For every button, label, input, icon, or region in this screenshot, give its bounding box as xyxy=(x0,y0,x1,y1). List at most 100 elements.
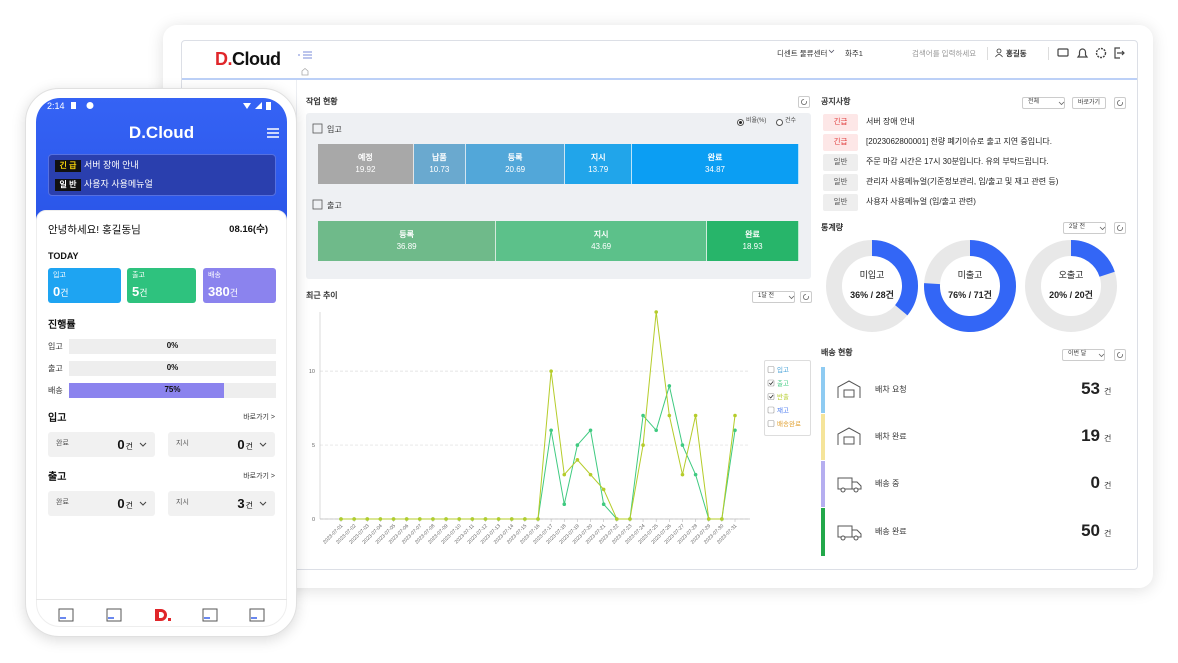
status-name: 배송 중 xyxy=(875,479,900,488)
segment-name: 예정 xyxy=(358,153,373,162)
count-unit: 건 xyxy=(125,442,133,451)
chart-legend xyxy=(764,360,811,436)
card-label: 입고 xyxy=(53,272,66,279)
progress-label: 배송 xyxy=(48,386,63,395)
count-unit: 건 xyxy=(245,442,253,451)
notice-tag: 일반 xyxy=(823,174,858,191)
segment-name: 납품 xyxy=(431,153,447,162)
notice-text[interactable]: 서버 장애 안내 xyxy=(84,160,139,170)
segment-value: 19.92 xyxy=(355,164,376,174)
header-sep xyxy=(987,47,988,60)
bar-segment: 완료 18.93 xyxy=(707,221,799,261)
status-bar xyxy=(821,414,825,460)
progress-title: 진행률 xyxy=(48,320,76,331)
count-label: 지시 xyxy=(176,440,189,447)
segment-name: 등록 xyxy=(399,230,414,239)
status-count: 19 xyxy=(1081,426,1100,445)
count-label: 완료 xyxy=(56,440,69,447)
count-number: 0 xyxy=(117,496,125,511)
today-card[interactable]: 출고 5 건 xyxy=(127,268,196,303)
today-title: TODAY xyxy=(48,251,79,261)
select[interactable]: 1달 전 xyxy=(752,291,795,303)
stacked-bar: 예정 19.92 납품 10.73 등록 20.69 지시 13.79 완료 34.87 xyxy=(318,144,799,184)
center-select[interactable]: 디센트 물류센터 xyxy=(777,49,828,58)
refresh-button[interactable] xyxy=(1114,349,1126,361)
notice-tag: 일 반 xyxy=(55,179,81,191)
select-text: 전체 xyxy=(1028,99,1040,105)
notice-text[interactable]: [2023062800001] 전량 폐기이슈로 출고 지연 중입니다. xyxy=(866,137,1053,146)
today-card[interactable]: 배송 380 건 xyxy=(203,268,276,303)
select[interactable]: 이번 달 xyxy=(1062,349,1105,361)
notice-text[interactable]: 주문 마감 시간은 17시 30분입니다. 유의 부탁드립니다. xyxy=(866,157,1049,166)
radio[interactable] xyxy=(776,119,783,126)
section-title: 배송 현황 xyxy=(821,348,853,357)
progress-label: 출고 xyxy=(48,364,63,373)
header-sep xyxy=(1048,47,1049,60)
select-text: 1달 전 xyxy=(758,293,775,299)
segment-value: 13.79 xyxy=(588,164,609,174)
refresh-button[interactable] xyxy=(1114,222,1126,234)
inbound-label: 입고 xyxy=(327,125,342,134)
notice-text[interactable]: 관리자 사용메뉴얼(기준정보관리, 입/출고 및 재고 관련 등) xyxy=(866,177,1059,186)
progress-value: 75% xyxy=(164,385,181,394)
count-unit: 건 xyxy=(125,501,133,510)
today-card[interactable]: 입고 0 건 xyxy=(48,268,121,303)
count-label: 지시 xyxy=(176,499,189,506)
notice-text[interactable]: 사용자 사용메뉴얼 xyxy=(84,179,153,189)
notice-tag: 일반 xyxy=(823,154,858,171)
nav-divider xyxy=(36,599,287,600)
refresh-button[interactable] xyxy=(800,291,812,303)
notice-text[interactable]: 서버 장애 안내 xyxy=(866,117,915,126)
section-title: 출고 xyxy=(48,472,67,483)
select-text: 2달 전 xyxy=(1069,224,1086,230)
status-bar xyxy=(821,461,825,507)
count-box[interactable]: 지시 0 건 xyxy=(168,432,275,457)
segment-name: 완료 xyxy=(707,153,723,162)
section-link[interactable]: 바로가기 > xyxy=(243,473,275,480)
count-box[interactable]: 완료 0 건 xyxy=(48,432,155,457)
count-unit: 건 xyxy=(245,501,253,510)
card-number: 0 xyxy=(53,284,61,299)
card-unit: 건 xyxy=(139,288,148,298)
search-input[interactable]: 검색어를 입력하세요 xyxy=(912,49,977,58)
section-title: 최근 추이 xyxy=(306,291,338,300)
select[interactable]: 전체 xyxy=(1022,97,1065,109)
segment-value: 10.73 xyxy=(429,164,450,174)
bar-segment: 완료 34.87 xyxy=(632,144,799,184)
bar-segment: 납품 10.73 xyxy=(413,144,466,184)
select[interactable]: 2달 전 xyxy=(1063,222,1106,234)
count-number: 0 xyxy=(117,437,125,452)
stacked-bar: 등록 36.89 지시 43.69 완료 18.93 xyxy=(318,221,799,261)
status-bar xyxy=(821,508,825,556)
link-button[interactable]: 바로가기 xyxy=(1072,97,1106,109)
radio-dot xyxy=(739,121,742,124)
greeting: 안녕하세요! 홍길동님 xyxy=(48,224,141,236)
section-title: 통계량 xyxy=(821,223,844,232)
segment-value: 34.87 xyxy=(704,164,726,174)
status-count: 50 xyxy=(1081,521,1100,540)
bar-segment: 예정 19.92 xyxy=(318,144,414,184)
status-time: 2:14 xyxy=(47,101,65,111)
count-box[interactable]: 지시 3 건 xyxy=(168,491,275,516)
status-count: 0 xyxy=(1090,473,1100,492)
count-box[interactable]: 완료 0 건 xyxy=(48,491,155,516)
bar-segment: 등록 36.89 xyxy=(318,221,497,261)
section-title: 공지사항 xyxy=(821,97,851,106)
refresh-button[interactable] xyxy=(798,96,810,108)
status-unit: 건 xyxy=(1104,387,1112,396)
owner-select[interactable]: 화주1 xyxy=(845,49,863,58)
segment-name: 완료 xyxy=(745,230,760,239)
card-unit: 건 xyxy=(60,288,69,298)
notice-text[interactable]: 사용자 사용메뉴얼 (입/출고 관련) xyxy=(866,197,976,206)
segment-name: 등록 xyxy=(507,153,523,162)
count-label: 완료 xyxy=(56,499,69,506)
refresh-button[interactable] xyxy=(1114,97,1126,109)
section-link[interactable]: 바로가기 > xyxy=(243,414,275,421)
progress-label: 입고 xyxy=(48,342,63,351)
